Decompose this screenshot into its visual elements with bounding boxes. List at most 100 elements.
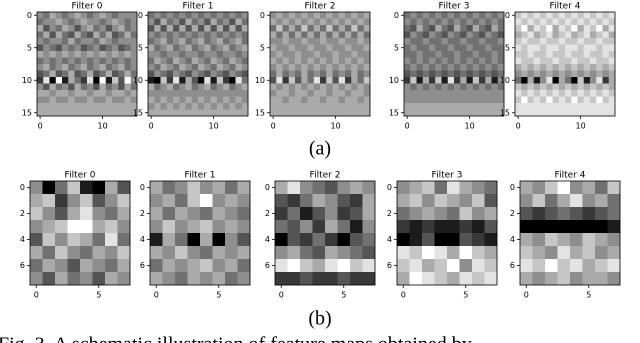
- y-tick-label: 10: [22, 76, 32, 85]
- heatmap-cell: [270, 83, 277, 91]
- heatmap-cell: [345, 96, 352, 104]
- heatmap-cell: [351, 18, 358, 26]
- heatmap-cell: [608, 64, 616, 71]
- heatmap-cell: [80, 57, 88, 65]
- heatmap-cell: [429, 83, 436, 91]
- heatmap-cell: [479, 51, 486, 58]
- heatmap-cell: [607, 259, 621, 273]
- heatmap-cell: [608, 38, 616, 45]
- heatmap-cell: [540, 64, 547, 71]
- heatmap-cell: [447, 38, 455, 45]
- heatmap-cell: [557, 207, 571, 221]
- heatmap-cell: [117, 246, 131, 260]
- heatmap-cell: [295, 44, 302, 52]
- heatmap-cell: [124, 25, 132, 32]
- heatmap-cell: [491, 25, 499, 32]
- heatmap-cell: [148, 64, 155, 71]
- heatmap-cell: [191, 96, 199, 104]
- heatmap-cell: [350, 233, 363, 247]
- heatmap-cell: [565, 38, 572, 45]
- heatmap-cell: [148, 109, 155, 117]
- heatmap-cell: [276, 38, 283, 45]
- heatmap-cell: [154, 25, 161, 32]
- heatmap-cell: [497, 64, 505, 71]
- heatmap-cell: [49, 31, 57, 39]
- heatmap-cell: [410, 103, 417, 110]
- heatmap-cell: [229, 18, 236, 26]
- heatmap-cell: [337, 220, 351, 234]
- heatmap-cell: [223, 18, 230, 26]
- heatmap-cell: [204, 90, 211, 97]
- heatmap-cell: [571, 31, 578, 39]
- heatmap-cell: [93, 96, 100, 104]
- heatmap-cell: [338, 70, 346, 78]
- heatmap-cell: [595, 181, 608, 195]
- heatmap-cell: [577, 109, 585, 117]
- heatmap-cell: [288, 25, 296, 32]
- heatmap-cell: [179, 70, 186, 78]
- heatmap-cell: [68, 51, 75, 58]
- heatmap-cell: [43, 57, 50, 65]
- heatmap-cell: [435, 44, 442, 52]
- heatmap-cell: [105, 31, 113, 39]
- heatmap-cell: [338, 77, 346, 84]
- heatmap-cell: [558, 103, 566, 110]
- heatmap-cell: [295, 90, 302, 97]
- heatmap-cell: [30, 194, 43, 208]
- heatmap-cell: [326, 38, 333, 45]
- heatmap-cell: [191, 64, 199, 71]
- y-tick-label: 0: [510, 183, 515, 192]
- heatmap-cell: [441, 38, 449, 45]
- heatmap-cell: [362, 246, 376, 260]
- heatmap-cell: [552, 51, 560, 58]
- heatmap-cell: [185, 25, 193, 32]
- heatmap-cell: [237, 181, 251, 195]
- heatmap-cell: [130, 77, 138, 84]
- heatmap-cell: [270, 31, 277, 39]
- heatmap-cell: [338, 25, 346, 32]
- heatmap-cell: [282, 57, 290, 65]
- heatmap-cell: [118, 90, 125, 97]
- heatmap-cell: [74, 38, 82, 45]
- heatmap-cell: [397, 194, 410, 208]
- heatmap-cell: [337, 259, 351, 273]
- y-tick-label: 0: [260, 11, 265, 20]
- heatmap-cell: [404, 31, 411, 39]
- x-tick-label: 0: [154, 291, 159, 300]
- heatmap-cell: [533, 109, 541, 117]
- heatmap-cell: [363, 64, 371, 71]
- heatmap-cell: [435, 64, 442, 71]
- heatmap-cell: [521, 44, 528, 52]
- heatmap-cell: [99, 44, 107, 52]
- heatmap-cell: [229, 109, 236, 117]
- heatmap-cell: [223, 77, 230, 84]
- heatmap-cell: [124, 44, 132, 52]
- heatmap-cell: [191, 12, 199, 19]
- heatmap-cell: [307, 70, 315, 78]
- heatmap-cell: [55, 38, 63, 45]
- heatmap-cell: [410, 96, 417, 104]
- heatmap-cell: [466, 44, 474, 52]
- heatmap-cell: [332, 57, 340, 65]
- heatmap-cell: [326, 57, 333, 65]
- heatmap-cell: [404, 77, 411, 84]
- heatmap-cell: [429, 51, 436, 58]
- heatmap-cell: [497, 103, 505, 110]
- axes-frame: [36, 11, 138, 117]
- heatmap-cell: [300, 272, 313, 286]
- heatmap-cell: [397, 181, 410, 195]
- heatmap-cell: [552, 96, 560, 104]
- heatmap-cell: [410, 57, 417, 65]
- heatmap-cell: [179, 64, 186, 71]
- heatmap-cell: [68, 38, 75, 45]
- heatmap-cell: [237, 233, 251, 247]
- heatmap-cell: [287, 181, 301, 195]
- heatmap-cell: [351, 44, 358, 52]
- heatmap-cell: [602, 70, 610, 78]
- heatmap-cell: [435, 25, 442, 32]
- heatmap-cell: [337, 233, 351, 247]
- heatmap-cell: [67, 181, 81, 195]
- heatmap-cell: [422, 90, 430, 97]
- heatmap-cell: [520, 246, 533, 260]
- heatmap-cell: [479, 25, 486, 32]
